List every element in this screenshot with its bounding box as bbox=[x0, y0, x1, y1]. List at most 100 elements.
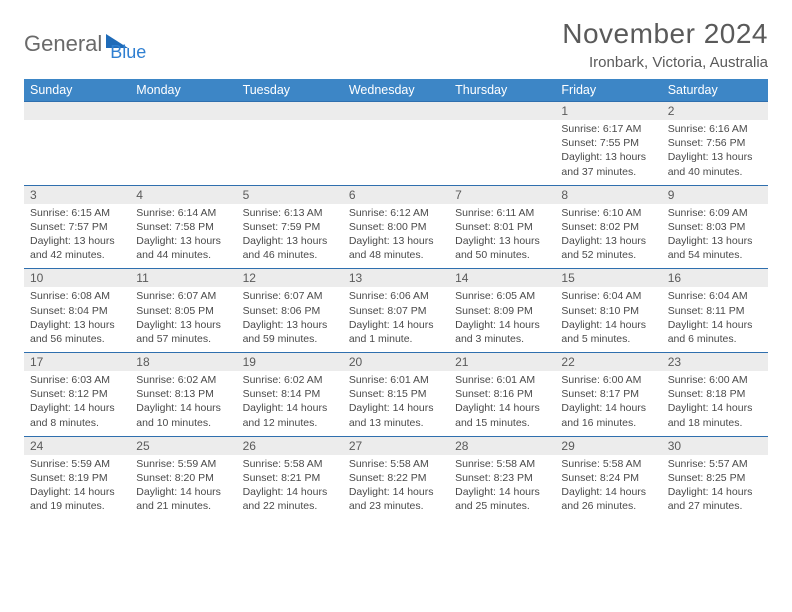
date-number-cell bbox=[343, 102, 449, 121]
sunrise-text: Sunrise: 6:07 AM bbox=[243, 289, 337, 303]
daylight2-text: and 26 minutes. bbox=[561, 499, 655, 513]
date-number-cell: 6 bbox=[343, 185, 449, 204]
content-row: Sunrise: 5:59 AMSunset: 8:19 PMDaylight:… bbox=[24, 455, 768, 520]
date-number-cell: 14 bbox=[449, 269, 555, 288]
daylight2-text: and 52 minutes. bbox=[561, 248, 655, 262]
day-header: Friday bbox=[555, 79, 661, 102]
date-number-cell bbox=[24, 102, 130, 121]
sunset-text: Sunset: 8:10 PM bbox=[561, 304, 655, 318]
sunset-text: Sunset: 8:16 PM bbox=[455, 387, 549, 401]
date-number-cell: 10 bbox=[24, 269, 130, 288]
sunset-text: Sunset: 8:07 PM bbox=[349, 304, 443, 318]
day-header: Sunday bbox=[24, 79, 130, 102]
daylight1-text: Daylight: 14 hours bbox=[30, 401, 124, 415]
calendar-table: Sunday Monday Tuesday Wednesday Thursday… bbox=[24, 79, 768, 519]
date-number-cell: 12 bbox=[237, 269, 343, 288]
sunrise-text: Sunrise: 5:59 AM bbox=[30, 457, 124, 471]
sunset-text: Sunset: 8:12 PM bbox=[30, 387, 124, 401]
date-number-cell: 4 bbox=[130, 185, 236, 204]
day-content-cell: Sunrise: 6:08 AMSunset: 8:04 PMDaylight:… bbox=[24, 287, 130, 352]
sunrise-text: Sunrise: 5:58 AM bbox=[243, 457, 337, 471]
day-content-cell: Sunrise: 5:58 AMSunset: 8:23 PMDaylight:… bbox=[449, 455, 555, 520]
sunset-text: Sunset: 8:14 PM bbox=[243, 387, 337, 401]
day-header-row: Sunday Monday Tuesday Wednesday Thursday… bbox=[24, 79, 768, 102]
date-number-cell: 7 bbox=[449, 185, 555, 204]
date-number-cell: 28 bbox=[449, 436, 555, 455]
day-content-cell: Sunrise: 6:01 AMSunset: 8:15 PMDaylight:… bbox=[343, 371, 449, 436]
page-title: November 2024 bbox=[562, 18, 768, 50]
day-content-cell: Sunrise: 6:04 AMSunset: 8:10 PMDaylight:… bbox=[555, 287, 661, 352]
day-content-cell: Sunrise: 6:00 AMSunset: 8:17 PMDaylight:… bbox=[555, 371, 661, 436]
date-number-cell bbox=[237, 102, 343, 121]
logo: General Blue bbox=[24, 18, 146, 63]
content-row: Sunrise: 6:15 AMSunset: 7:57 PM Daylight:… bbox=[24, 204, 768, 269]
daylight1-text: Daylight: 14 hours bbox=[136, 485, 230, 499]
daylight1-text: Daylight: 13 hours bbox=[668, 234, 762, 248]
daylight2-text: and 21 minutes. bbox=[136, 499, 230, 513]
sunset-text: Sunset: 7:56 PM bbox=[668, 136, 762, 150]
day-content-cell: Sunrise: 6:17 AMSunset: 7:55 PMDaylight:… bbox=[555, 120, 661, 185]
sunset-text: Sunset: 7:57 PM bbox=[30, 220, 124, 234]
logo-text-general: General bbox=[24, 31, 102, 57]
daylight2-text: and 48 minutes. bbox=[349, 248, 443, 262]
date-number-cell: 8 bbox=[555, 185, 661, 204]
sunrise-text: Sunrise: 6:06 AM bbox=[349, 289, 443, 303]
daylight2-text: and 5 minutes. bbox=[561, 332, 655, 346]
daylight2-text: and 8 minutes. bbox=[30, 416, 124, 430]
sunset-text: Sunset: 8:20 PM bbox=[136, 471, 230, 485]
sunset-text: Sunset: 8:15 PM bbox=[349, 387, 443, 401]
sunset-text: Sunset: 8:06 PM bbox=[243, 304, 337, 318]
daylight2-text: and 57 minutes. bbox=[136, 332, 230, 346]
sunrise-text: Sunrise: 5:57 AM bbox=[668, 457, 762, 471]
daylight1-text: Daylight: 14 hours bbox=[668, 318, 762, 332]
sunrise-text: Sunrise: 6:08 AM bbox=[30, 289, 124, 303]
day-content-cell: Sunrise: 6:14 AMSunset: 7:58 PMDaylight:… bbox=[130, 204, 236, 269]
sunset-text: Sunset: 7:58 PM bbox=[136, 220, 230, 234]
sunrise-text: Sunrise: 5:58 AM bbox=[455, 457, 549, 471]
date-number-cell: 23 bbox=[662, 353, 768, 372]
date-number-cell: 18 bbox=[130, 353, 236, 372]
daylight1-text: Daylight: 14 hours bbox=[243, 401, 337, 415]
sunrise-text: Sunrise: 6:05 AM bbox=[455, 289, 549, 303]
sunset-text: Sunset: 7:59 PM bbox=[243, 220, 337, 234]
daylight2-text: and 13 minutes. bbox=[349, 416, 443, 430]
date-number-cell: 24 bbox=[24, 436, 130, 455]
date-number-row: 17181920212223 bbox=[24, 353, 768, 372]
daylight1-text: Daylight: 13 hours bbox=[349, 234, 443, 248]
date-number-cell: 20 bbox=[343, 353, 449, 372]
sunrise-text: Sunrise: 6:16 AM bbox=[668, 122, 762, 136]
date-number-cell: 22 bbox=[555, 353, 661, 372]
sunrise-text: Sunrise: 6:13 AM bbox=[243, 206, 337, 220]
daylight1-text: Daylight: 14 hours bbox=[30, 485, 124, 499]
sunrise-text: Sunrise: 6:11 AM bbox=[455, 206, 549, 220]
sunrise-text: Sunrise: 6:00 AM bbox=[668, 373, 762, 387]
sunset-text: Sunset: 8:23 PM bbox=[455, 471, 549, 485]
daylight2-text: and 10 minutes. bbox=[136, 416, 230, 430]
date-number-cell: 13 bbox=[343, 269, 449, 288]
date-number-cell bbox=[130, 102, 236, 121]
date-number-cell: 25 bbox=[130, 436, 236, 455]
day-content-cell: Sunrise: 6:15 AMSunset: 7:57 PMDaylight:… bbox=[24, 204, 130, 269]
sunrise-text: Sunrise: 6:02 AM bbox=[243, 373, 337, 387]
sunrise-text: Sunrise: 5:58 AM bbox=[561, 457, 655, 471]
daylight2-text: and 40 minutes. bbox=[668, 165, 762, 179]
day-content-cell bbox=[449, 120, 555, 185]
sunset-text: Sunset: 8:11 PM bbox=[668, 304, 762, 318]
date-number-cell: 5 bbox=[237, 185, 343, 204]
sunrise-text: Sunrise: 6:01 AM bbox=[455, 373, 549, 387]
day-content-cell: Sunrise: 6:09 AMSunset: 8:03 PMDaylight:… bbox=[662, 204, 768, 269]
day-content-cell: Sunrise: 5:58 AMSunset: 8:24 PMDaylight:… bbox=[555, 455, 661, 520]
day-content-cell: Sunrise: 6:07 AMSunset: 8:05 PMDaylight:… bbox=[130, 287, 236, 352]
day-content-cell: Sunrise: 6:11 AMSunset: 8:01 PMDaylight:… bbox=[449, 204, 555, 269]
sunrise-text: Sunrise: 6:14 AM bbox=[136, 206, 230, 220]
day-content-cell: Sunrise: 6:04 AMSunset: 8:11 PMDaylight:… bbox=[662, 287, 768, 352]
daylight1-text: Daylight: 13 hours bbox=[30, 318, 124, 332]
day-content-cell bbox=[130, 120, 236, 185]
sunrise-text: Sunrise: 6:15 AM bbox=[30, 206, 124, 220]
daylight2-text: and 23 minutes. bbox=[349, 499, 443, 513]
daylight1-text: Daylight: 14 hours bbox=[668, 485, 762, 499]
day-header: Monday bbox=[130, 79, 236, 102]
daylight1-text: Daylight: 14 hours bbox=[243, 485, 337, 499]
day-content-cell: Sunrise: 5:57 AMSunset: 8:25 PMDaylight:… bbox=[662, 455, 768, 520]
sunset-text: Sunset: 8:24 PM bbox=[561, 471, 655, 485]
